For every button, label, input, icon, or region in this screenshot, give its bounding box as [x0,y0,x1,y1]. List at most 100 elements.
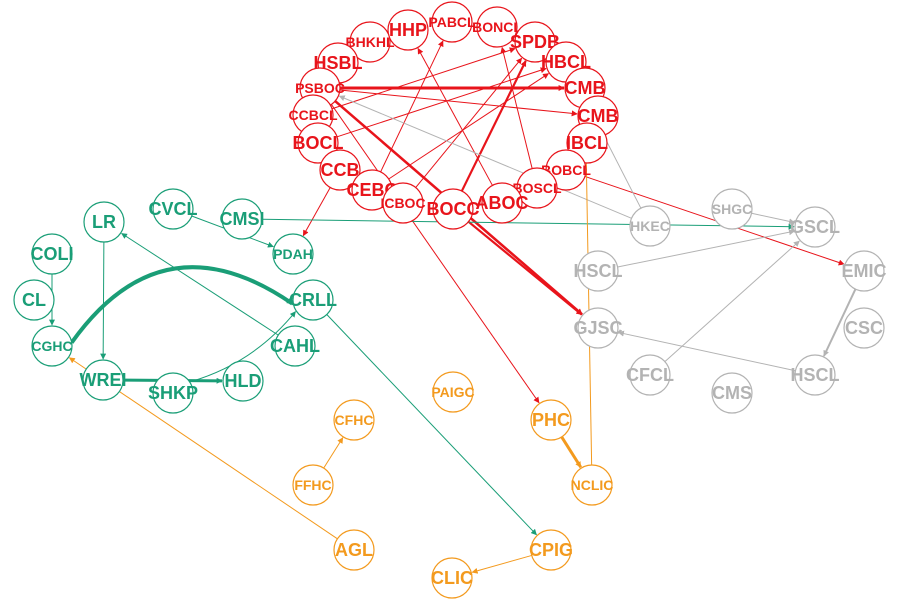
node-CVCL[interactable]: CVCL [149,188,198,230]
node-PABCL[interactable]: PABCL [428,1,476,43]
node-AGL[interactable]: AGL [333,529,375,571]
node-CGHC[interactable]: CGHC [31,325,73,367]
node-CFHC[interactable]: CFHC [333,399,375,441]
node-HKEC[interactable]: HKEC [629,205,671,247]
node-GJSC[interactable]: GJSC [573,307,623,349]
edge-PSBOC-to-PHC [331,104,540,404]
node-CCB[interactable]: CCB [319,149,361,191]
node-LR[interactable]: LR [83,201,125,243]
node-label: SHGC [712,201,752,217]
node-CRLL[interactable]: CRLL [289,279,337,321]
node-CLIC[interactable]: CLIC [431,557,473,599]
edge-BOCC-to-GJSC [467,220,583,316]
edge-PHC-to-NCLIC [560,436,583,469]
node-BOCC[interactable]: BOCC [427,188,480,230]
edge-CGHC-to-CRLL [70,265,294,344]
node-COLI[interactable]: COLI [31,233,74,275]
node-CMS[interactable]: CMS [711,372,753,414]
node-label: CMSI [220,209,265,229]
node-BOCL[interactable]: BOCL [293,122,344,164]
node-circle [292,279,334,321]
edge-CCBCL-to-SPDB [331,47,516,110]
node-circle [431,557,473,599]
node-SHGC[interactable]: SHGC [711,188,753,230]
node-label: COLI [31,244,74,264]
node-CFCL[interactable]: CFCL [626,354,674,396]
node-SHKP[interactable]: SHKP [148,372,198,414]
edge-HSCL1-to-GSCL [617,229,796,268]
node-CSC[interactable]: CSC [843,307,885,349]
node-label: ABOC [476,193,529,213]
node-label: PAIGC [431,384,474,400]
node-circle [432,188,474,230]
node-circle [577,250,619,292]
node-label: CCBCL [289,107,338,123]
edge-PSBOC-to-CMB2 [339,89,578,117]
node-label: PABCL [428,14,476,30]
edge-BOCL-to-HBCL [336,67,547,138]
edge-SHKP-to-CRLL [189,311,296,383]
node-circle [349,21,391,63]
node-circle [843,307,885,349]
node-label: CCB [321,160,360,180]
node-CL[interactable]: CL [13,279,55,321]
node-EMIC[interactable]: EMIC [842,250,887,292]
node-BOBCL[interactable]: BOBCL [541,149,591,191]
node-HSCL2[interactable]: HSCL [791,354,840,396]
node-circle [794,206,836,248]
node-label: SPDB [510,32,560,52]
node-label: CL [22,290,46,310]
node-circle [711,188,753,230]
edge-ABOC-to-HHP [417,47,493,186]
node-PHC[interactable]: PHC [530,399,572,441]
node-WREI[interactable]: WREI [80,359,127,401]
node-FFHC[interactable]: FFHC [292,464,334,506]
node-label: HSBL [314,53,363,73]
node-BHKHL[interactable]: BHKHL [346,21,395,63]
node-circle [272,233,314,275]
node-SPDB[interactable]: SPDB [510,21,560,63]
edge-ICBOC-to-SPDB [415,57,523,188]
node-circle [481,182,523,224]
node-HLD[interactable]: HLD [222,360,264,402]
node-label: CPIG [529,540,573,560]
node-circle [843,250,885,292]
node-label: CFHC [335,412,374,428]
node-NCLIC[interactable]: NCLIC [571,464,614,506]
node-PAIGC[interactable]: PAIGC [431,371,475,413]
node-label: HSCL [574,261,623,281]
node-label: BOCL [293,133,344,153]
edges-layer [49,40,857,574]
node-circle [83,201,125,243]
node-label: LR [92,212,116,232]
node-CAHL[interactable]: CAHL [270,325,320,367]
node-BONCL[interactable]: BONCL [472,6,522,48]
node-CMSI[interactable]: CMSI [220,198,265,240]
node-CPIG[interactable]: CPIG [529,529,573,571]
node-circle [794,354,836,396]
node-ABOC[interactable]: ABOC [476,182,529,224]
edge-CFCL-to-GSCL [664,240,800,363]
node-circle [530,399,572,441]
node-label: CMS [712,383,752,403]
node-label: CMB [578,106,619,126]
node-HSCL1[interactable]: HSCL [574,250,623,292]
node-CMB2[interactable]: CMB [577,95,619,137]
node-label: GJSC [573,318,622,338]
node-BOSCL[interactable]: BOSCL [513,167,562,209]
node-GSCL[interactable]: GSCL [790,206,840,248]
node-label: BOCC [427,199,480,219]
node-label: SHKP [148,383,198,403]
edge-LR-to-WREI [100,241,107,360]
node-ICBOC[interactable]: ICBOC [380,182,426,224]
node-PDAH[interactable]: PDAH [272,233,314,275]
node-circle [530,529,572,571]
node-label: CRLL [289,290,337,310]
edge-BOCC-to-SPDB [460,60,527,192]
node-circle [571,464,613,506]
node-label: CLIC [431,568,473,588]
node-circle [82,359,124,401]
node-HHP[interactable]: HHP [387,9,429,51]
node-label: BOBCL [541,162,591,178]
